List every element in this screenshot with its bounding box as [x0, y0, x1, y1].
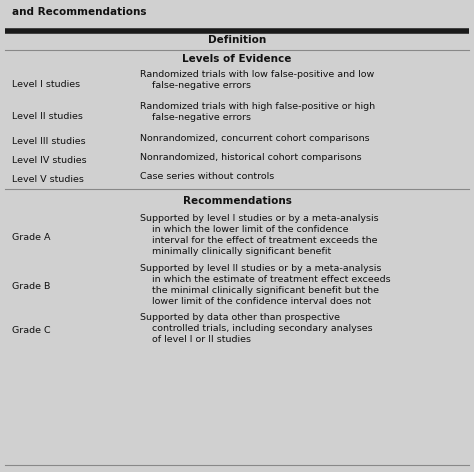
Text: Case series without controls: Case series without controls: [140, 172, 274, 181]
Text: Supported by level II studies or by a meta-analysis
    in which the estimate of: Supported by level II studies or by a me…: [140, 264, 391, 306]
Text: Randomized trials with high false-positive or high
    false-negative errors: Randomized trials with high false-positi…: [140, 102, 375, 122]
Text: Grade A: Grade A: [12, 233, 50, 242]
Text: Definition: Definition: [208, 35, 266, 45]
Text: and Recommendations: and Recommendations: [12, 7, 146, 17]
Text: Recommendations: Recommendations: [182, 195, 292, 206]
Text: Supported by level I studies or by a meta-analysis
    in which the lower limit : Supported by level I studies or by a met…: [140, 214, 378, 256]
Text: Randomized trials with low false-positive and low
    false-negative errors: Randomized trials with low false-positiv…: [140, 70, 374, 90]
Text: Level V studies: Level V studies: [12, 175, 84, 184]
Text: Level II studies: Level II studies: [12, 111, 83, 121]
Text: Level III studies: Level III studies: [12, 137, 85, 146]
Text: Level I studies: Level I studies: [12, 79, 80, 89]
Text: Grade B: Grade B: [12, 282, 50, 291]
Text: Level IV studies: Level IV studies: [12, 156, 86, 165]
Text: Levels of Evidence: Levels of Evidence: [182, 54, 292, 64]
Text: Nonrandomized, concurrent cohort comparisons: Nonrandomized, concurrent cohort compari…: [140, 134, 369, 143]
Text: Supported by data other than prospective
    controlled trials, including second: Supported by data other than prospective…: [140, 313, 373, 345]
Text: Nonrandomized, historical cohort comparisons: Nonrandomized, historical cohort compari…: [140, 153, 362, 162]
Text: Grade C: Grade C: [12, 326, 50, 336]
